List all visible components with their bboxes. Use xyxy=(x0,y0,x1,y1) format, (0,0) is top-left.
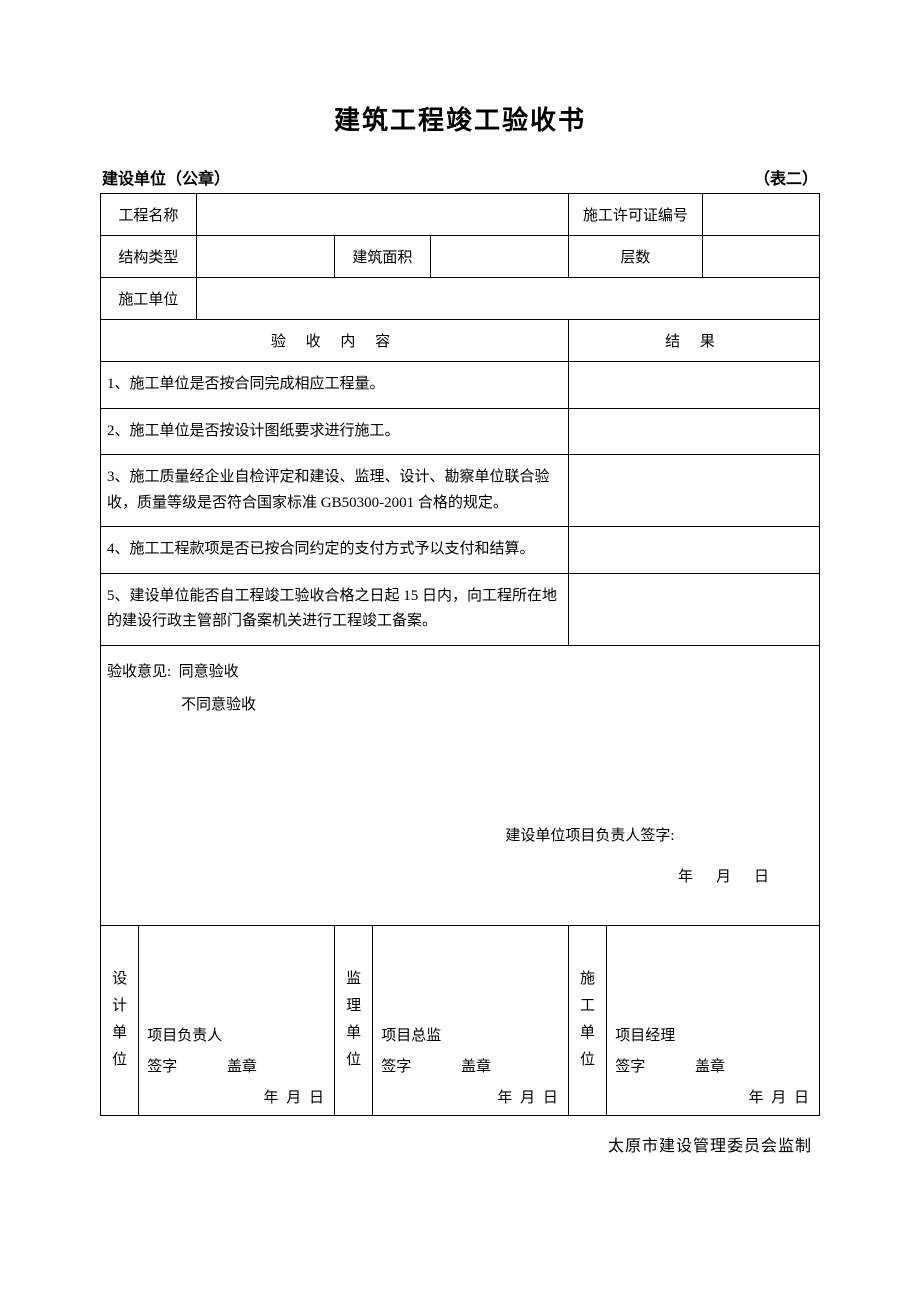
sig-unit-design: 设计单位 xyxy=(101,925,139,1115)
sig-stamp-design: 盖章 xyxy=(227,1055,257,1076)
row-structure: 结构类型 建筑面积 层数 xyxy=(101,236,820,278)
opinion-line-2: 不同意验收 xyxy=(107,689,813,722)
label-permit-no: 施工许可证编号 xyxy=(568,194,702,236)
header-result: 结 果 xyxy=(568,320,819,362)
opinion-date: 年 月 日 xyxy=(107,861,813,894)
sig-date-construct: 年 月 日 xyxy=(615,1086,813,1107)
footer: 太原市建设管理委员会监制 xyxy=(100,1132,820,1156)
result-3 xyxy=(568,455,819,527)
sig-unit-construct: 施工单位 xyxy=(568,925,606,1115)
sig-role-design: 项目负责人 xyxy=(147,1024,328,1045)
sig-sign-design: 签字 xyxy=(147,1055,177,1076)
value-building-area xyxy=(430,236,568,278)
label-building-area: 建筑面积 xyxy=(334,236,430,278)
row-section-headers: 验 收 内 容 结 果 xyxy=(101,320,820,362)
row-construction-unit: 施工单位 xyxy=(101,278,820,320)
item-5: 5、建设单位能否自工程竣工验收合格之日起 15 日内，向工程所在地的建设行政主管… xyxy=(101,573,569,645)
item-1: 1、施工单位是否按合同完成相应工程量。 xyxy=(101,362,569,409)
sig-line-design: 签字 盖章 xyxy=(147,1055,328,1076)
opinion-label: 验收意见: xyxy=(107,664,171,680)
sig-unit-supervise: 监理单位 xyxy=(334,925,372,1115)
opinion-signer-label: 建设单位项目负责人签字: xyxy=(367,820,813,853)
row-item-2: 2、施工单位是否按设计图纸要求进行施工。 xyxy=(101,408,820,455)
row-item-5: 5、建设单位能否自工程竣工验收合格之日起 15 日内，向工程所在地的建设行政主管… xyxy=(101,573,820,645)
row-item-4: 4、施工工程款项是否已按合同约定的支付方式予以支付和结算。 xyxy=(101,527,820,574)
row-project-name: 工程名称 施工许可证编号 xyxy=(101,194,820,236)
sig-role-construct: 项目经理 xyxy=(615,1024,813,1045)
sig-date-design: 年 月 日 xyxy=(147,1086,328,1107)
row-item-3: 3、施工质量经企业自检评定和建设、监理、设计、勘察单位联合验收，质量等级是否符合… xyxy=(101,455,820,527)
opinion-disagree: 不同意验收 xyxy=(181,689,256,722)
header-right: （表二） xyxy=(754,165,818,189)
label-project-name: 工程名称 xyxy=(101,194,197,236)
sig-date-supervise: 年 月 日 xyxy=(381,1086,562,1107)
sig-line-construct: 签字 盖章 xyxy=(615,1055,813,1076)
value-permit-no xyxy=(702,194,819,236)
opinion-cell: 验收意见: 同意验收 不同意验收 建设单位项目负责人签字: 年 月 日 xyxy=(101,645,820,925)
item-2: 2、施工单位是否按设计图纸要求进行施工。 xyxy=(101,408,569,455)
result-5 xyxy=(568,573,819,645)
sig-stamp-supervise: 盖章 xyxy=(461,1055,491,1076)
value-construction-unit xyxy=(196,278,819,320)
header-left: 建设单位（公章） xyxy=(102,165,230,189)
row-opinion: 验收意见: 同意验收 不同意验收 建设单位项目负责人签字: 年 月 日 xyxy=(101,645,820,925)
value-floors xyxy=(702,236,819,278)
row-item-1: 1、施工单位是否按合同完成相应工程量。 xyxy=(101,362,820,409)
result-2 xyxy=(568,408,819,455)
sig-body-design: 项目负责人 签字 盖章 年 月 日 xyxy=(139,925,335,1115)
sig-sign-supervise: 签字 xyxy=(381,1055,411,1076)
result-1 xyxy=(568,362,819,409)
sig-body-construct: 项目经理 签字 盖章 年 月 日 xyxy=(607,925,820,1115)
form-table: 工程名称 施工许可证编号 结构类型 建筑面积 层数 施工单位 验 收 内 容 结… xyxy=(100,193,820,1116)
doc-title: 建筑工程竣工验收书 xyxy=(100,100,820,137)
sig-body-supervise: 项目总监 签字 盖章 年 月 日 xyxy=(373,925,569,1115)
sig-line-supervise: 签字 盖章 xyxy=(381,1055,562,1076)
label-floors: 层数 xyxy=(568,236,702,278)
opinion-agree: 同意验收 xyxy=(179,664,239,680)
label-structure-type: 结构类型 xyxy=(101,236,197,278)
result-4 xyxy=(568,527,819,574)
label-construction-unit: 施工单位 xyxy=(101,278,197,320)
opinion-line-1: 验收意见: 同意验收 xyxy=(107,656,813,689)
row-signatures: 设计单位 项目负责人 签字 盖章 年 月 日 监理单位 项目总监 签字 盖章 年… xyxy=(101,925,820,1115)
sig-stamp-construct: 盖章 xyxy=(695,1055,725,1076)
opinion-spacer xyxy=(107,722,813,812)
header-content: 验 收 内 容 xyxy=(101,320,569,362)
item-4: 4、施工工程款项是否已按合同约定的支付方式予以支付和结算。 xyxy=(101,527,569,574)
sig-role-supervise: 项目总监 xyxy=(381,1024,562,1045)
item-3: 3、施工质量经企业自检评定和建设、监理、设计、勘察单位联合验收，质量等级是否符合… xyxy=(101,455,569,527)
value-structure-type xyxy=(196,236,334,278)
header-row: 建设单位（公章） （表二） xyxy=(100,165,820,189)
value-project-name xyxy=(196,194,568,236)
sig-sign-construct: 签字 xyxy=(615,1055,645,1076)
